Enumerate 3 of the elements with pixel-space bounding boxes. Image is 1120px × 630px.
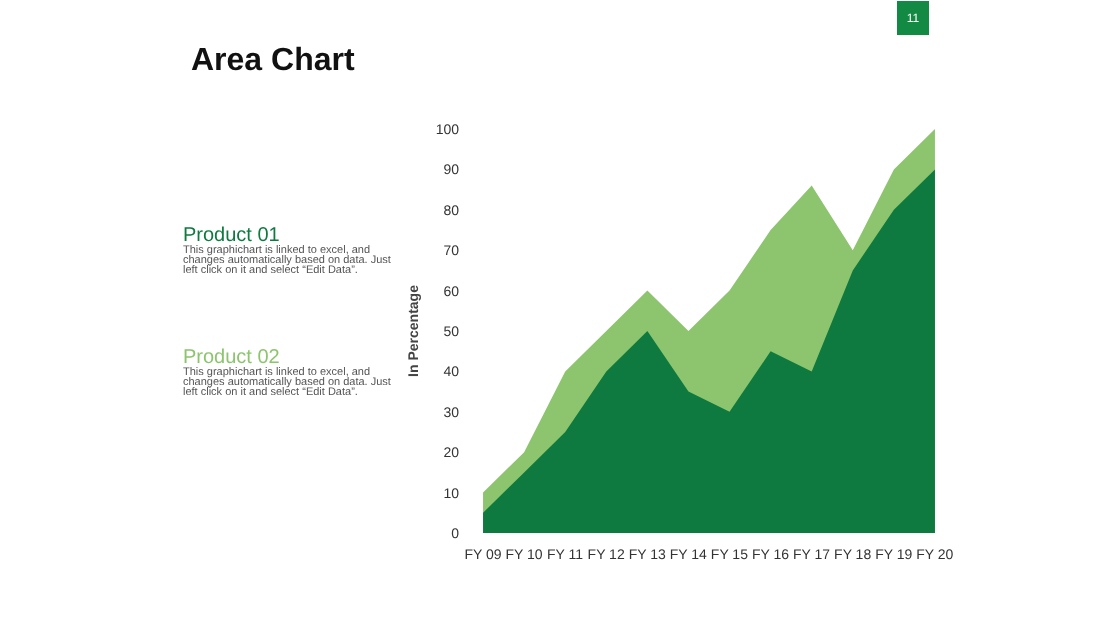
chart-title: Area Chart: [191, 44, 356, 78]
text: Product 01: [183, 224, 281, 247]
text: Product 02: [183, 346, 281, 369]
